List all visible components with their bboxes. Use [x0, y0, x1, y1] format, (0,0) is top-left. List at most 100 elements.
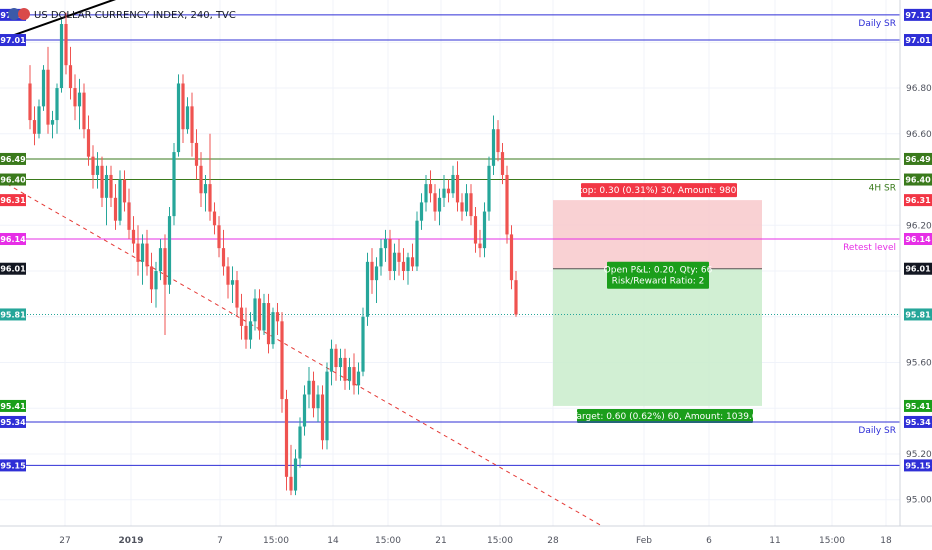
candle[interactable]	[406, 252, 410, 285]
candle[interactable]	[203, 174, 208, 212]
candle[interactable]	[194, 129, 199, 180]
candle[interactable]	[478, 229, 482, 258]
candle[interactable]	[248, 312, 253, 349]
candle[interactable]	[244, 307, 248, 349]
candle[interactable]	[482, 202, 487, 258]
candle[interactable]	[230, 266, 235, 304]
candle[interactable]	[311, 371, 316, 418]
candle[interactable]	[208, 133, 212, 221]
candle[interactable]	[442, 174, 446, 207]
candle[interactable]	[401, 248, 406, 281]
trend-lines[interactable]	[0, 0, 603, 527]
candle[interactable]	[257, 289, 262, 340]
candle[interactable]	[122, 170, 127, 212]
candle[interactable]	[37, 99, 41, 139]
horizontal-lines[interactable]	[0, 14, 900, 466]
candle[interactable]	[302, 385, 307, 436]
candle[interactable]	[469, 184, 473, 226]
candle[interactable]	[451, 165, 455, 198]
candle[interactable]	[370, 248, 374, 294]
candle[interactable]	[496, 120, 500, 162]
candle[interactable]	[221, 229, 226, 276]
candle[interactable]	[487, 156, 491, 221]
candle[interactable]	[131, 216, 136, 253]
candle[interactable]	[91, 145, 95, 189]
candle[interactable]	[424, 174, 428, 212]
candle[interactable]	[415, 211, 419, 272]
candle[interactable]	[190, 92, 194, 157]
candle[interactable]	[509, 225, 514, 290]
candle[interactable]	[334, 344, 338, 381]
candle[interactable]	[127, 188, 131, 239]
candle[interactable]	[262, 293, 266, 336]
candle[interactable]	[100, 156, 104, 207]
candle[interactable]	[113, 184, 118, 230]
candle[interactable]	[365, 252, 370, 326]
candle[interactable]	[145, 229, 149, 276]
candle[interactable]	[446, 179, 451, 203]
candle[interactable]	[284, 389, 289, 491]
candle[interactable]	[374, 257, 379, 304]
candle[interactable]	[109, 165, 113, 207]
candle[interactable]	[298, 417, 302, 468]
descending-trend-line[interactable]	[0, 179, 603, 527]
candle[interactable]	[316, 385, 320, 422]
candle[interactable]	[77, 78, 82, 130]
candle[interactable]	[500, 142, 505, 185]
candle[interactable]	[428, 170, 433, 203]
candle[interactable]	[437, 188, 442, 226]
candles[interactable]	[28, 12, 518, 496]
candle[interactable]	[239, 293, 244, 340]
candle[interactable]	[28, 65, 32, 130]
candle[interactable]	[217, 216, 221, 258]
candle[interactable]	[32, 106, 37, 146]
target-zone[interactable]	[553, 268, 762, 406]
time-axis[interactable]: 27 2019 7 15:00 14 15:00 21 15:00 28 Feb 6 11 15:00 1…	[0, 525, 932, 546]
candle[interactable]	[280, 312, 284, 413]
stop-zone[interactable]	[553, 200, 762, 269]
candle[interactable]	[176, 74, 181, 157]
candle[interactable]	[410, 243, 415, 272]
candle[interactable]	[361, 307, 365, 377]
candle[interactable]	[167, 206, 172, 294]
candle[interactable]	[455, 161, 460, 212]
candle[interactable]	[514, 271, 518, 317]
candle[interactable]	[163, 234, 167, 336]
candle[interactable]	[55, 83, 59, 134]
candle[interactable]	[181, 74, 185, 143]
candle[interactable]	[73, 74, 77, 121]
candle[interactable]	[392, 243, 397, 281]
candle[interactable]	[136, 225, 140, 276]
candle[interactable]	[82, 83, 86, 139]
candle[interactable]	[140, 234, 145, 285]
candle[interactable]	[433, 184, 437, 221]
candle[interactable]	[356, 362, 361, 395]
candle[interactable]	[59, 19, 64, 93]
candle[interactable]	[397, 238, 401, 276]
candle[interactable]	[275, 303, 280, 336]
candle[interactable]	[172, 142, 176, 226]
candle[interactable]	[185, 97, 190, 134]
candle[interactable]	[149, 252, 154, 304]
candle[interactable]	[41, 65, 46, 111]
candle[interactable]	[118, 170, 122, 226]
candle[interactable]	[158, 238, 163, 281]
candle[interactable]	[86, 115, 91, 166]
candle[interactable]	[253, 289, 257, 331]
candle[interactable]	[68, 46, 73, 100]
candle[interactable]	[352, 353, 356, 395]
candle[interactable]	[50, 110, 55, 139]
position-tool[interactable]: Stop: 0.30 (0.31%) 30, Amount: 980.2 Targ…	[553, 183, 762, 423]
candle[interactable]	[46, 46, 50, 134]
candle[interactable]	[419, 193, 424, 230]
candle[interactable]	[338, 348, 343, 381]
candle[interactable]	[343, 348, 347, 390]
upper-trend-line[interactable]	[0, 0, 130, 41]
candle[interactable]	[388, 229, 392, 281]
candle[interactable]	[491, 115, 496, 175]
candle[interactable]	[199, 152, 203, 207]
candle[interactable]	[104, 165, 109, 226]
candle[interactable]	[320, 385, 325, 450]
candle[interactable]	[266, 293, 271, 354]
